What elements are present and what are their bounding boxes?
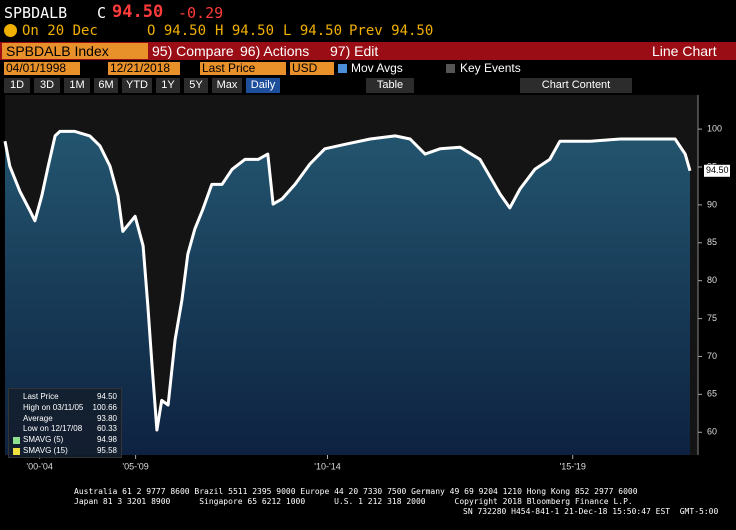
x-tick-label: '10-'14 [314,461,340,471]
view-title: Line Chart [652,43,717,59]
currency-select[interactable]: USD [290,62,334,75]
ticker: SPBDALB [4,4,68,22]
chart-content[interactable]: Chart Content [520,78,632,93]
icon [4,24,17,37]
flag: C [97,4,107,22]
start-date[interactable]: 04/01/1998 [4,62,80,75]
legend-label: High on 03/11/05 [23,402,84,412]
x-tick-label: '15-'19 [559,461,585,471]
field-select[interactable]: Last Price [200,62,286,75]
y-tick-label: 100 [707,123,722,133]
end-date[interactable]: 12/21/2018 [108,62,180,75]
range-button[interactable]: 1M [64,78,90,93]
low: L 94.50 [283,23,343,39]
legend-label: Average [23,413,53,423]
x-tick-label: '00-'04 [26,461,52,471]
y-tick-label: 60 [707,427,717,437]
legend-value: 100.66 [92,402,117,412]
range-button[interactable]: 1D [4,78,30,93]
mov-avgs[interactable]: Mov Avgs [351,61,403,75]
range-button[interactable]: 6M [94,78,118,93]
legend-value: 93.80 [96,413,117,423]
security-field[interactable]: SPBDALB Index [2,43,148,59]
change: -0.29 [178,4,224,22]
range-button[interactable]: 3D [34,78,60,93]
y-tick-label: 65 [707,389,717,399]
legend-label: SMAVG (5) [23,435,64,445]
y-tick-label: 80 [707,275,717,285]
legend-label: Last Price [23,392,59,401]
range-button[interactable]: 5Y [184,78,208,93]
x-tick-label: '05-'09 [122,461,148,471]
key-events[interactable]: Key Events [460,61,521,75]
toolbar [0,42,736,60]
y-tick-label: 75 [707,313,717,323]
checkbox[interactable] [446,64,455,73]
frequency[interactable]: Daily [246,78,280,93]
legend-value: 60.33 [96,424,117,434]
y-tick-label: 70 [707,351,717,361]
range-button[interactable]: YTD [122,78,152,93]
footer: Japan 81 3 3201 8900 Singapore 65 6212 1… [74,497,633,506]
y-tick-label: 85 [707,237,717,247]
prev: Prev 94.50 [349,23,434,39]
chart: 6065707580859095100'00-'04'05-'09'10-'14… [3,95,730,471]
legend-value: 94.50 [96,392,117,401]
price-line [3,129,692,432]
price: 94.50 [112,2,164,22]
footer: SN 732280 H454-841-1 21-Dec-18 15:50:47 … [463,507,719,516]
actions-button[interactable]: 96) Actions [240,43,310,59]
high: H 94.50 [215,23,275,39]
legend: Last Price 94.50 High on 03/11/05 100.66 Ave… [8,388,122,458]
open: O 94.50 [147,23,207,39]
checkbox[interactable] [338,64,347,73]
range-button[interactable]: Max [212,78,242,93]
footer: Australia 61 2 9777 8600 Brazil 5511 239… [74,487,638,496]
price-tag-bg [704,164,730,177]
compare-button[interactable]: 95) Compare [152,43,234,59]
legend-label: SMAVG (15) [23,446,68,455]
price-tag: 94.50 [706,165,729,175]
date: On 20 Dec [22,23,98,39]
range-button[interactable]: 1Y [156,78,180,93]
edit-button[interactable]: 97) Edit [330,43,379,59]
legend-swatch [13,437,20,445]
legend-swatch [13,448,20,455]
legend-value: 95.58 [96,446,117,455]
legend-label: Low on 12/17/08 [23,424,83,434]
area [5,131,691,455]
table-button[interactable]: Table [366,78,414,93]
y-tick-label: 90 [707,199,717,209]
legend-value: 94.98 [96,435,117,445]
